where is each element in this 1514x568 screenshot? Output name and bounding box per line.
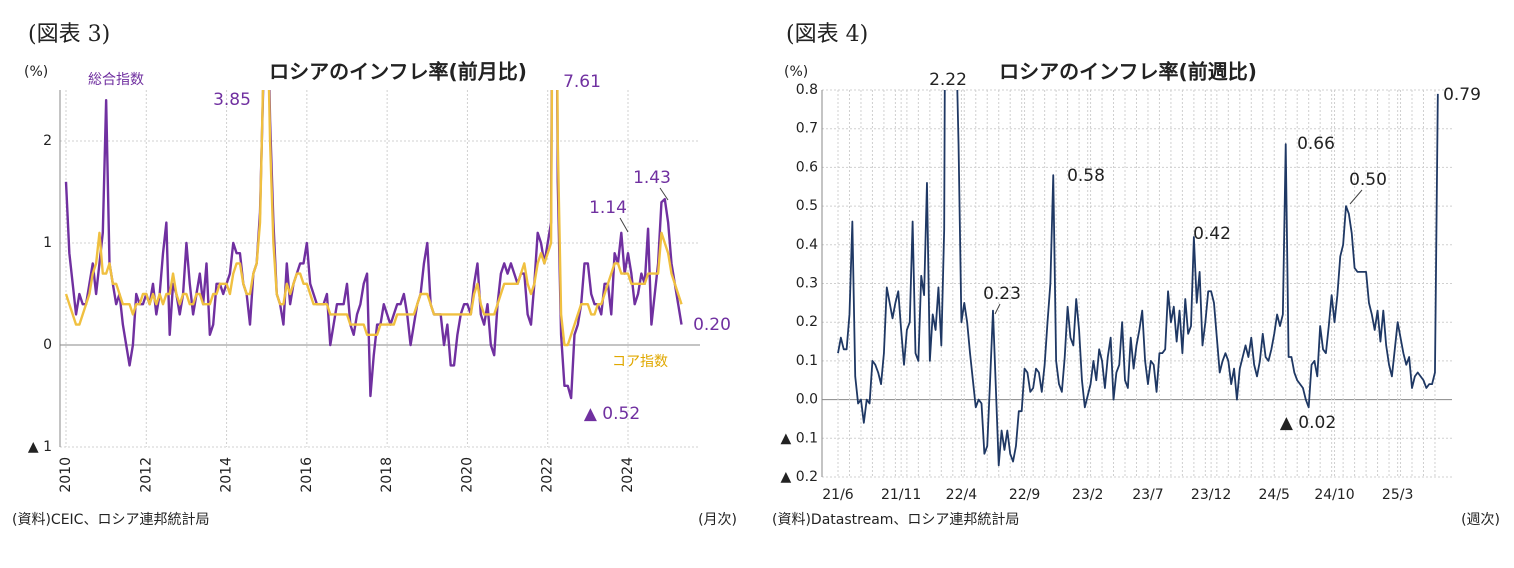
y-tick-label: 0.3 xyxy=(796,276,818,292)
x-tick-label: 23/12 xyxy=(1191,487,1231,503)
x-unit: (週次) xyxy=(1461,512,1500,528)
y-tick-label: 0.0 xyxy=(796,392,818,408)
x-tick-label: 2022 xyxy=(540,457,556,493)
annotation: ▲ 0.52 xyxy=(584,404,640,424)
annotation: 2.22 xyxy=(929,70,967,90)
annotation: 0.42 xyxy=(1193,224,1231,244)
x-tick-label: 24/10 xyxy=(1314,487,1354,503)
y-tick-label: 0.1 xyxy=(796,353,818,369)
x-tick-label: 2020 xyxy=(459,457,475,493)
annotation: ▲ 0.02 xyxy=(1280,413,1336,433)
y-tick-label: ▲ 1 xyxy=(28,439,52,455)
annotation: 0.20 xyxy=(693,315,731,335)
annotation: 1.14 xyxy=(589,198,627,218)
y-tick-label: 0 xyxy=(43,337,52,353)
series-label: コア指数 xyxy=(612,354,668,370)
annotation: 3.85 xyxy=(213,90,251,110)
y-tick-label: 0.5 xyxy=(796,198,818,214)
y-tick-label: 0.8 xyxy=(796,82,818,98)
x-unit: (月次) xyxy=(698,512,737,528)
leader-line xyxy=(994,303,1001,315)
figure-label: (図表 4) xyxy=(786,22,868,47)
y-unit: (%) xyxy=(24,64,48,80)
x-tick-label: 25/3 xyxy=(1382,487,1413,503)
series-label: 総合指数 xyxy=(88,72,144,88)
x-tick-label: 23/2 xyxy=(1072,487,1103,503)
y-tick-label: 0.7 xyxy=(796,121,818,137)
series-group xyxy=(837,90,1439,467)
annotation: 7.61 xyxy=(563,72,601,92)
series-group xyxy=(64,90,683,400)
data-line xyxy=(64,90,683,400)
annotation: 0.66 xyxy=(1297,134,1335,154)
figure-label: (図表 3) xyxy=(28,22,110,47)
annotation: 0.50 xyxy=(1349,170,1387,190)
x-tick-label: 2016 xyxy=(299,457,315,493)
data-line xyxy=(64,90,683,347)
y-unit: (%) xyxy=(784,64,808,80)
x-tick-label: 23/7 xyxy=(1132,487,1163,503)
annotation: 0.58 xyxy=(1067,166,1105,186)
x-tick-label: 22/4 xyxy=(946,487,978,503)
y-tick-label: 0.6 xyxy=(796,159,818,175)
annotation: 0.79 xyxy=(1443,85,1481,105)
annotation: 0.23 xyxy=(983,284,1021,304)
chart-title: ロシアのインフレ率(前月比) xyxy=(269,60,527,84)
x-tick-label: 2024 xyxy=(620,457,636,493)
grid xyxy=(60,90,700,448)
x-tick-label: 24/5 xyxy=(1259,487,1290,503)
x-tick-label: 21/11 xyxy=(881,487,921,503)
x-tick-label: 21/6 xyxy=(822,487,854,503)
x-tick-label: 2014 xyxy=(219,457,235,493)
leader-line xyxy=(619,217,629,233)
x-tick-label: 2010 xyxy=(58,457,74,493)
source: (資料)CEIC、ロシア連邦統計局 xyxy=(12,512,209,528)
y-tick-label: 2 xyxy=(43,133,52,149)
annotation: 1.43 xyxy=(633,168,671,188)
leader-line xyxy=(659,187,669,201)
x-tick-label: 22/9 xyxy=(1009,487,1040,503)
grid xyxy=(822,89,1452,478)
data-line xyxy=(837,90,1439,467)
source: (資料)Datastream、ロシア連邦統計局 xyxy=(772,512,1019,528)
x-tick-label: 2018 xyxy=(379,457,395,493)
leader-line xyxy=(1349,189,1363,205)
y-tick-label: ▲ 0.1 xyxy=(781,430,818,446)
y-tick-label: 0.2 xyxy=(796,314,818,330)
y-tick-label: 1 xyxy=(43,235,52,251)
y-tick-label: ▲ 0.2 xyxy=(781,469,818,485)
x-tick-label: 2012 xyxy=(138,457,154,493)
chart-title: ロシアのインフレ率(前週比) xyxy=(999,60,1257,84)
y-tick-label: 0.4 xyxy=(796,237,818,253)
